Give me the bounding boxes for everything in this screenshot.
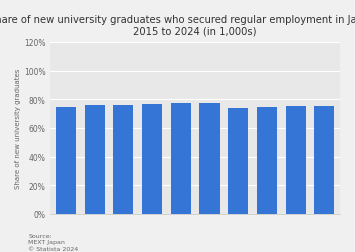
Bar [142, 104, 162, 214]
Bar [314, 106, 334, 214]
Bar [84, 106, 105, 214]
Bar [171, 103, 191, 214]
Title: Share of new university graduates who secured regular employment in Japan from
2: Share of new university graduates who se… [0, 15, 355, 37]
Text: Source:
MEXT Japan
© Statista 2024: Source: MEXT Japan © Statista 2024 [28, 233, 79, 251]
Bar [257, 108, 277, 214]
Bar [286, 107, 306, 214]
Bar [200, 104, 219, 214]
Bar [228, 108, 248, 214]
Bar [56, 107, 76, 214]
Y-axis label: Share of new university graduates: Share of new university graduates [15, 68, 21, 188]
Bar [113, 105, 133, 214]
